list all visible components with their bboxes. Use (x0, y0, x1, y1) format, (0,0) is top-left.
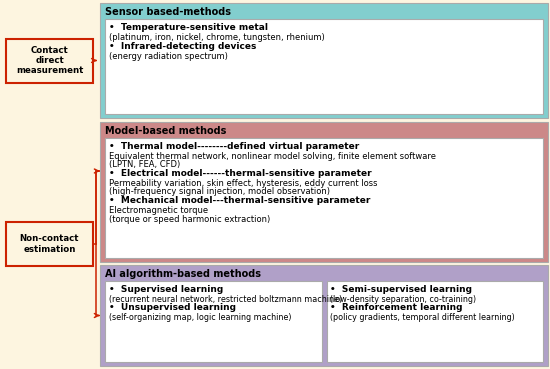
Bar (105, 19, 543, 114)
Text: •  Reinforcement learning: • Reinforcement learning (331, 303, 463, 313)
Text: Equivalent thermal network, nonlinear model solving, finite element software: Equivalent thermal network, nonlinear mo… (109, 152, 436, 161)
Text: Non-contact
estimation: Non-contact estimation (20, 234, 79, 254)
Bar (327, 281, 543, 362)
Text: Permeability variation, skin effect, hysteresis, eddy current loss: Permeability variation, skin effect, hys… (109, 179, 377, 188)
Bar (100, 265, 548, 366)
Text: (LPTN, FEA, CFD): (LPTN, FEA, CFD) (109, 161, 180, 169)
Text: (platinum, iron, nickel, chrome, tungsten, rhenium): (platinum, iron, nickel, chrome, tungste… (109, 33, 324, 42)
Text: (high-frequency signal injection, model observation): (high-frequency signal injection, model … (109, 187, 330, 197)
Text: Electromagnetic torque: Electromagnetic torque (109, 206, 208, 215)
Bar (6, 38, 93, 83)
Bar (100, 122, 548, 262)
Text: •  Supervised learning: • Supervised learning (109, 285, 223, 294)
Text: Contact
direct
measurement: Contact direct measurement (16, 46, 83, 75)
Text: (self-organizing map, logic learning machine): (self-organizing map, logic learning mac… (109, 314, 292, 323)
Bar (105, 138, 543, 258)
Text: •  Mechanical model---thermal-sensitive parameter: • Mechanical model---thermal-sensitive p… (109, 196, 370, 205)
Text: Sensor based-methods: Sensor based-methods (105, 7, 231, 17)
Bar (2, 3, 97, 366)
Text: •  Unsupervised learning: • Unsupervised learning (109, 303, 236, 313)
Text: (recurrent neural network, restricted boltzmann machine): (recurrent neural network, restricted bo… (109, 295, 342, 304)
Text: •  Electrical model------thermal-sensitive parameter: • Electrical model------thermal-sensitiv… (109, 169, 372, 178)
Text: Model-based methods: Model-based methods (105, 126, 227, 136)
Bar (100, 3, 548, 118)
Bar (105, 281, 322, 362)
Text: (low-density separation, co-training): (low-density separation, co-training) (331, 295, 477, 304)
Text: •  Temperature-sensitive metal: • Temperature-sensitive metal (109, 23, 268, 32)
Text: (policy gradients, temporal different learning): (policy gradients, temporal different le… (331, 314, 515, 323)
Bar (6, 222, 93, 266)
Text: •  Semi-supervised learning: • Semi-supervised learning (331, 285, 472, 294)
Text: (torque or speed harmonic extraction): (torque or speed harmonic extraction) (109, 214, 270, 224)
Text: •  Thermal model--------defined virtual parameter: • Thermal model--------defined virtual p… (109, 142, 359, 151)
Text: (energy radiation spectrum): (energy radiation spectrum) (109, 52, 228, 61)
Text: •  Infrared-detecting devices: • Infrared-detecting devices (109, 42, 256, 51)
Text: AI algorithm-based methods: AI algorithm-based methods (105, 269, 261, 279)
